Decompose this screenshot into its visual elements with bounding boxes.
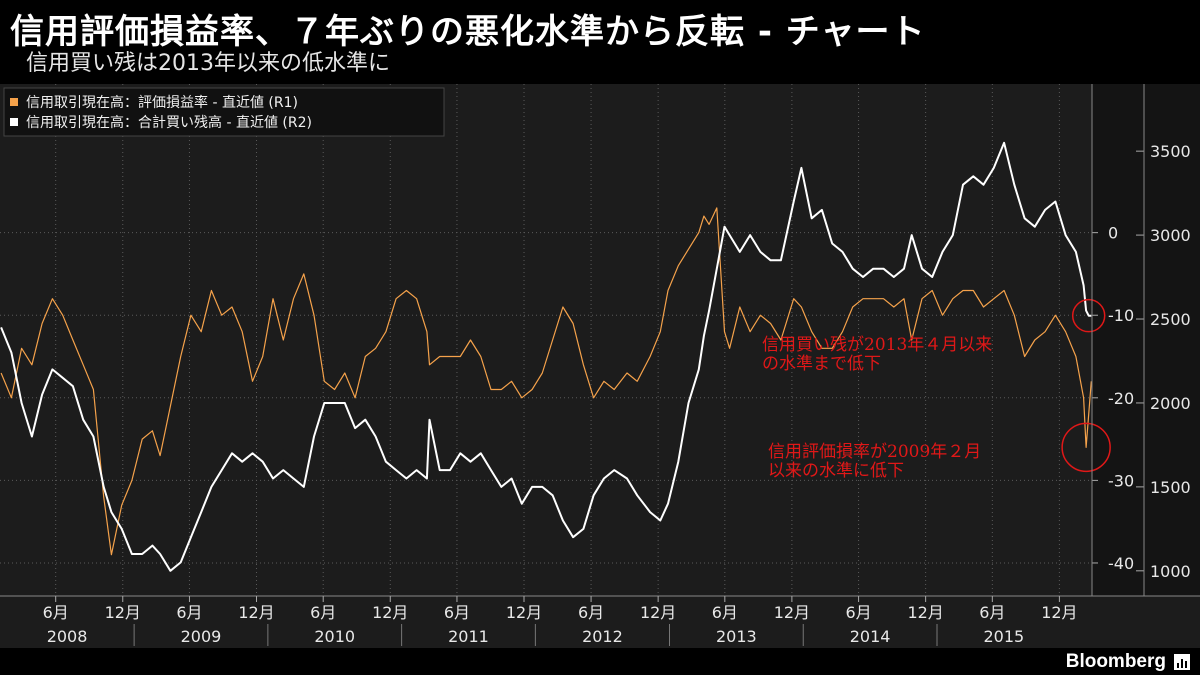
year-label: 2013 [716, 627, 757, 646]
month-tick-label: 6月 [444, 603, 470, 622]
r1-tick-label: -40 [1108, 554, 1134, 573]
year-label: 2010 [314, 627, 355, 646]
legend-entry-r1: 信用取引現在高：評価損益率 - 直近値 (R1) [26, 94, 298, 111]
annotation-text: 以来の水準に低下 [768, 461, 904, 481]
right-axis-background [1092, 84, 1200, 596]
series-line-r2 [0, 141, 1092, 572]
series-layer [0, 141, 1092, 572]
annotation-layer: 信用買い残が2013年４月以来の水準まで低下信用評価損率が2009年２月以来の水… [762, 298, 1111, 481]
axes-layer: 0 -10 -20 -30 -40 1000 1500 2000 2500 3000 3500 6月 1… [0, 84, 1200, 646]
r2-tick-label: 1000 [1150, 562, 1191, 581]
month-tick-label: 6月 [176, 603, 202, 622]
annotation-circle [1061, 422, 1111, 473]
r1-tick-label: -30 [1108, 471, 1134, 490]
month-tick-label: 12月 [907, 603, 943, 622]
month-tick-label: 6月 [979, 603, 1005, 622]
year-label: 2012 [582, 627, 623, 646]
series-line-r1 [0, 207, 1092, 556]
month-tick-label: 12月 [774, 603, 810, 622]
annotation-text: 信用買い残が2013年４月以来 [762, 335, 992, 355]
r2-tick-label: 3000 [1150, 226, 1191, 245]
month-tick-label: 12月 [105, 603, 141, 622]
r1-tick-label: -10 [1108, 306, 1134, 325]
legend-entry-r2: 信用取引現在高：合計買い残高 - 直近値 (R2) [26, 114, 312, 131]
month-tick-label: 6月 [310, 603, 336, 622]
month-tick-label: 6月 [43, 603, 69, 622]
month-tick-label: 12月 [238, 603, 274, 622]
legend-swatch-orange [10, 98, 18, 106]
month-tick-label: 12月 [506, 603, 542, 622]
month-tick-label: 6月 [845, 603, 871, 622]
r2-tick-label: 2500 [1150, 310, 1191, 329]
r1-tick-label: -20 [1108, 389, 1134, 408]
month-tick-label: 6月 [712, 603, 738, 622]
grid [0, 84, 1092, 596]
r1-tick-label: 0 [1108, 224, 1118, 243]
month-tick-label: 12月 [372, 603, 408, 622]
year-label: 2011 [448, 627, 489, 646]
r2-tick-label: 1500 [1150, 478, 1191, 497]
bloomberg-terminal-icon [1174, 654, 1190, 670]
r2-tick-label: 2000 [1150, 394, 1191, 413]
chart-subtitle: 信用買い残は2013年以来の低水準に [26, 51, 390, 76]
x-axis-background [0, 596, 1200, 648]
year-label: 2015 [984, 627, 1025, 646]
month-tick-label: 12月 [640, 603, 676, 622]
legend-swatch-white [10, 118, 18, 126]
annotation-circle [1071, 298, 1106, 333]
month-tick-label: 6月 [578, 603, 604, 622]
annotation-text: の水準まで低下 [762, 354, 881, 374]
r2-tick-label: 3500 [1150, 142, 1191, 161]
annotation-text: 信用評価損率が2009年２月 [768, 442, 981, 462]
legend: 信用取引現在高：評価損益率 - 直近値 (R1) 信用取引現在高：合計買い残高 … [3, 87, 445, 137]
plot-background [0, 84, 1092, 596]
chart-svg: 信用買い残が2013年４月以来の水準まで低下信用評価損率が2009年２月以来の水… [0, 84, 1200, 648]
legend-box [3, 87, 445, 137]
year-label: 2008 [47, 627, 88, 646]
year-label: 2009 [181, 627, 222, 646]
chart-title: 信用評価損益率、７年ぶりの悪化水準から反転 - チャート [10, 12, 926, 52]
footer: Bloomberg [0, 648, 1200, 675]
month-tick-label: 12月 [1041, 603, 1077, 622]
bloomberg-logo: Bloomberg [1065, 651, 1166, 672]
year-label: 2014 [850, 627, 891, 646]
